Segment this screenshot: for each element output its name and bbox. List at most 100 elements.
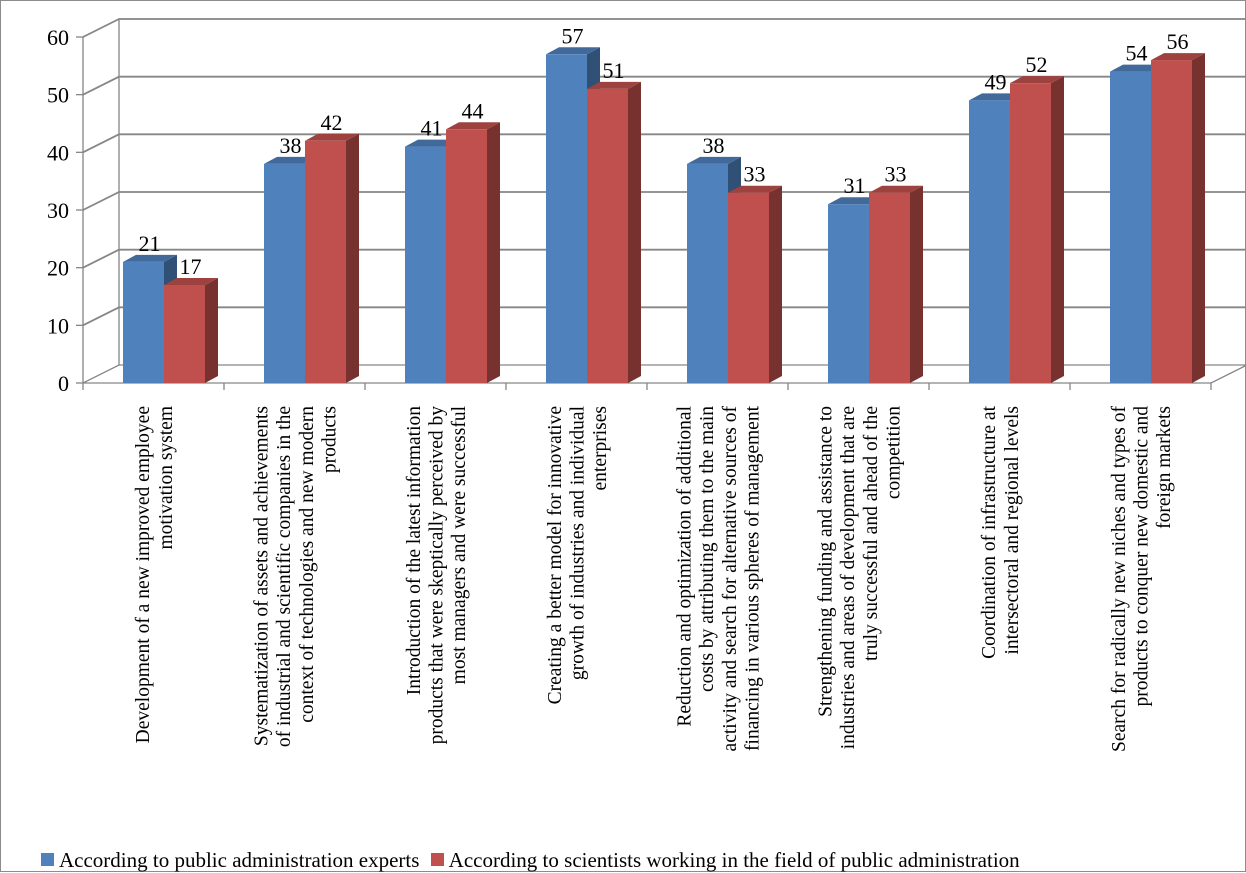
data-label: 52 — [1026, 52, 1048, 77]
data-label: 57 — [562, 23, 584, 48]
data-label: 38 — [280, 133, 302, 158]
x-category-label-line: financing in various spheres of manageme… — [742, 405, 763, 751]
bar — [969, 100, 1010, 383]
y-tick-label: 30 — [47, 198, 69, 223]
bar — [687, 163, 728, 383]
bar — [123, 261, 164, 383]
chart-floor — [82, 364, 1246, 384]
data-label: 33 — [744, 162, 766, 187]
x-category-label: Systematization of assets and achievemen… — [252, 406, 341, 747]
bar-top — [305, 133, 359, 141]
bar-top — [728, 185, 782, 193]
x-category-label: Creating a better model for innovativegr… — [545, 405, 611, 704]
x-category-label-line: Development of a new improved employee — [133, 406, 154, 743]
x-category-label-line: industries and areas of development that… — [838, 406, 859, 749]
x-category-label-line: Search for radically new niches and type… — [1109, 406, 1130, 752]
data-label: 33 — [885, 162, 907, 187]
x-category-label-line: intersectoral and regional levels — [1002, 406, 1023, 655]
x-category-label-line: foreign markets — [1154, 406, 1175, 529]
x-category-label-line: context of technologies and new modern — [297, 406, 318, 723]
bar — [1010, 83, 1051, 383]
x-category-label-line: products that were skeptically perceived… — [427, 406, 448, 745]
bar-top — [1110, 64, 1164, 72]
bar-side — [346, 133, 359, 383]
bar-top — [264, 156, 318, 164]
x-category-label: Introduction of the latest informationpr… — [404, 405, 470, 744]
bar-top — [969, 93, 1023, 101]
x-category-label-line: activity and search for alternative sour… — [720, 406, 741, 752]
x-category-label-line: Reduction and optimization of additional — [675, 405, 696, 726]
bar-top — [1010, 76, 1064, 84]
data-label: 42 — [321, 110, 343, 135]
x-category-label: Development of a new improved employeemo… — [133, 406, 177, 743]
bar — [305, 140, 346, 383]
x-category-label-line: products — [319, 406, 340, 473]
bar-side — [487, 122, 500, 384]
data-label: 44 — [462, 98, 484, 123]
data-label: 49 — [985, 69, 1007, 94]
legend-item-experts: According to public administration exper… — [41, 848, 419, 872]
y-gridline — [82, 133, 1246, 154]
legend-label-scientists: According to scientists working in the f… — [448, 847, 1020, 872]
bar — [405, 146, 446, 383]
y-gridline — [82, 248, 1246, 269]
legend-swatch-experts — [41, 853, 54, 866]
data-label: 17 — [180, 254, 202, 279]
x-category-label-line: Strengthening funding and assistance to — [816, 406, 837, 717]
bar — [1151, 60, 1192, 384]
bar — [164, 284, 205, 383]
legend-swatch-scientists — [430, 853, 444, 866]
data-label: 21 — [139, 231, 161, 256]
x-category-label: Coordination of infrastructure atinterse… — [979, 405, 1023, 658]
data-label: 41 — [421, 116, 443, 141]
bar-top — [687, 156, 741, 164]
y-gridline — [82, 18, 1246, 38]
y-gridline — [82, 75, 1246, 96]
x-category-label-line: costs by attributing them to the main — [697, 406, 718, 692]
y-tick-label: 20 — [47, 256, 69, 281]
bar — [446, 129, 487, 383]
y-tick-label: 50 — [47, 83, 69, 108]
bar-top — [828, 197, 882, 205]
x-category-label: Strengthening funding and assistance toi… — [816, 406, 905, 750]
data-label: 51 — [603, 58, 625, 83]
bar-top — [869, 185, 923, 193]
y-tick-label: 10 — [47, 313, 69, 338]
bar-side — [628, 81, 641, 384]
legend-label-experts: According to public administration exper… — [59, 847, 420, 872]
x-category-label-line: truly successful and ahead of the — [861, 406, 882, 661]
bar-side — [1192, 53, 1205, 384]
x-category-label-line: Systematization of assets and achievemen… — [252, 406, 273, 746]
data-label: 56 — [1167, 29, 1189, 54]
bar — [1110, 71, 1151, 383]
x-category-label-line: growth of industries and individual — [568, 405, 589, 680]
y-gridline — [82, 306, 1246, 327]
bar-side — [1051, 76, 1064, 383]
bar-side — [205, 277, 218, 383]
x-category-label-line: Introduction of the latest information — [404, 406, 425, 695]
data-label: 38 — [703, 133, 725, 158]
legend: According to public administration exper… — [41, 847, 1026, 872]
x-category-label-line: competition — [883, 406, 904, 499]
bar — [728, 192, 769, 383]
bar — [546, 54, 587, 384]
y-tick-label: 60 — [47, 25, 69, 50]
x-category-label: Reduction and optimization of additional… — [675, 405, 764, 751]
bar-top — [164, 277, 218, 285]
bar-top — [587, 81, 641, 89]
y-gridline — [82, 191, 1246, 211]
x-category-label-line: Creating a better model for innovative — [545, 406, 566, 704]
bar — [869, 192, 910, 383]
bar-side — [769, 185, 782, 383]
bar-top — [546, 47, 600, 55]
bar — [828, 204, 869, 383]
data-label: 31 — [844, 173, 866, 198]
bar-top — [405, 139, 459, 147]
x-category-label-line: products to conquer new domestic and — [1132, 406, 1153, 707]
x-category-label-line: motivation system — [156, 406, 177, 550]
bar-top — [1151, 53, 1205, 61]
x-category-label-line: enterprises — [590, 406, 611, 490]
bar — [264, 163, 305, 383]
y-tick-label: 40 — [47, 140, 69, 165]
